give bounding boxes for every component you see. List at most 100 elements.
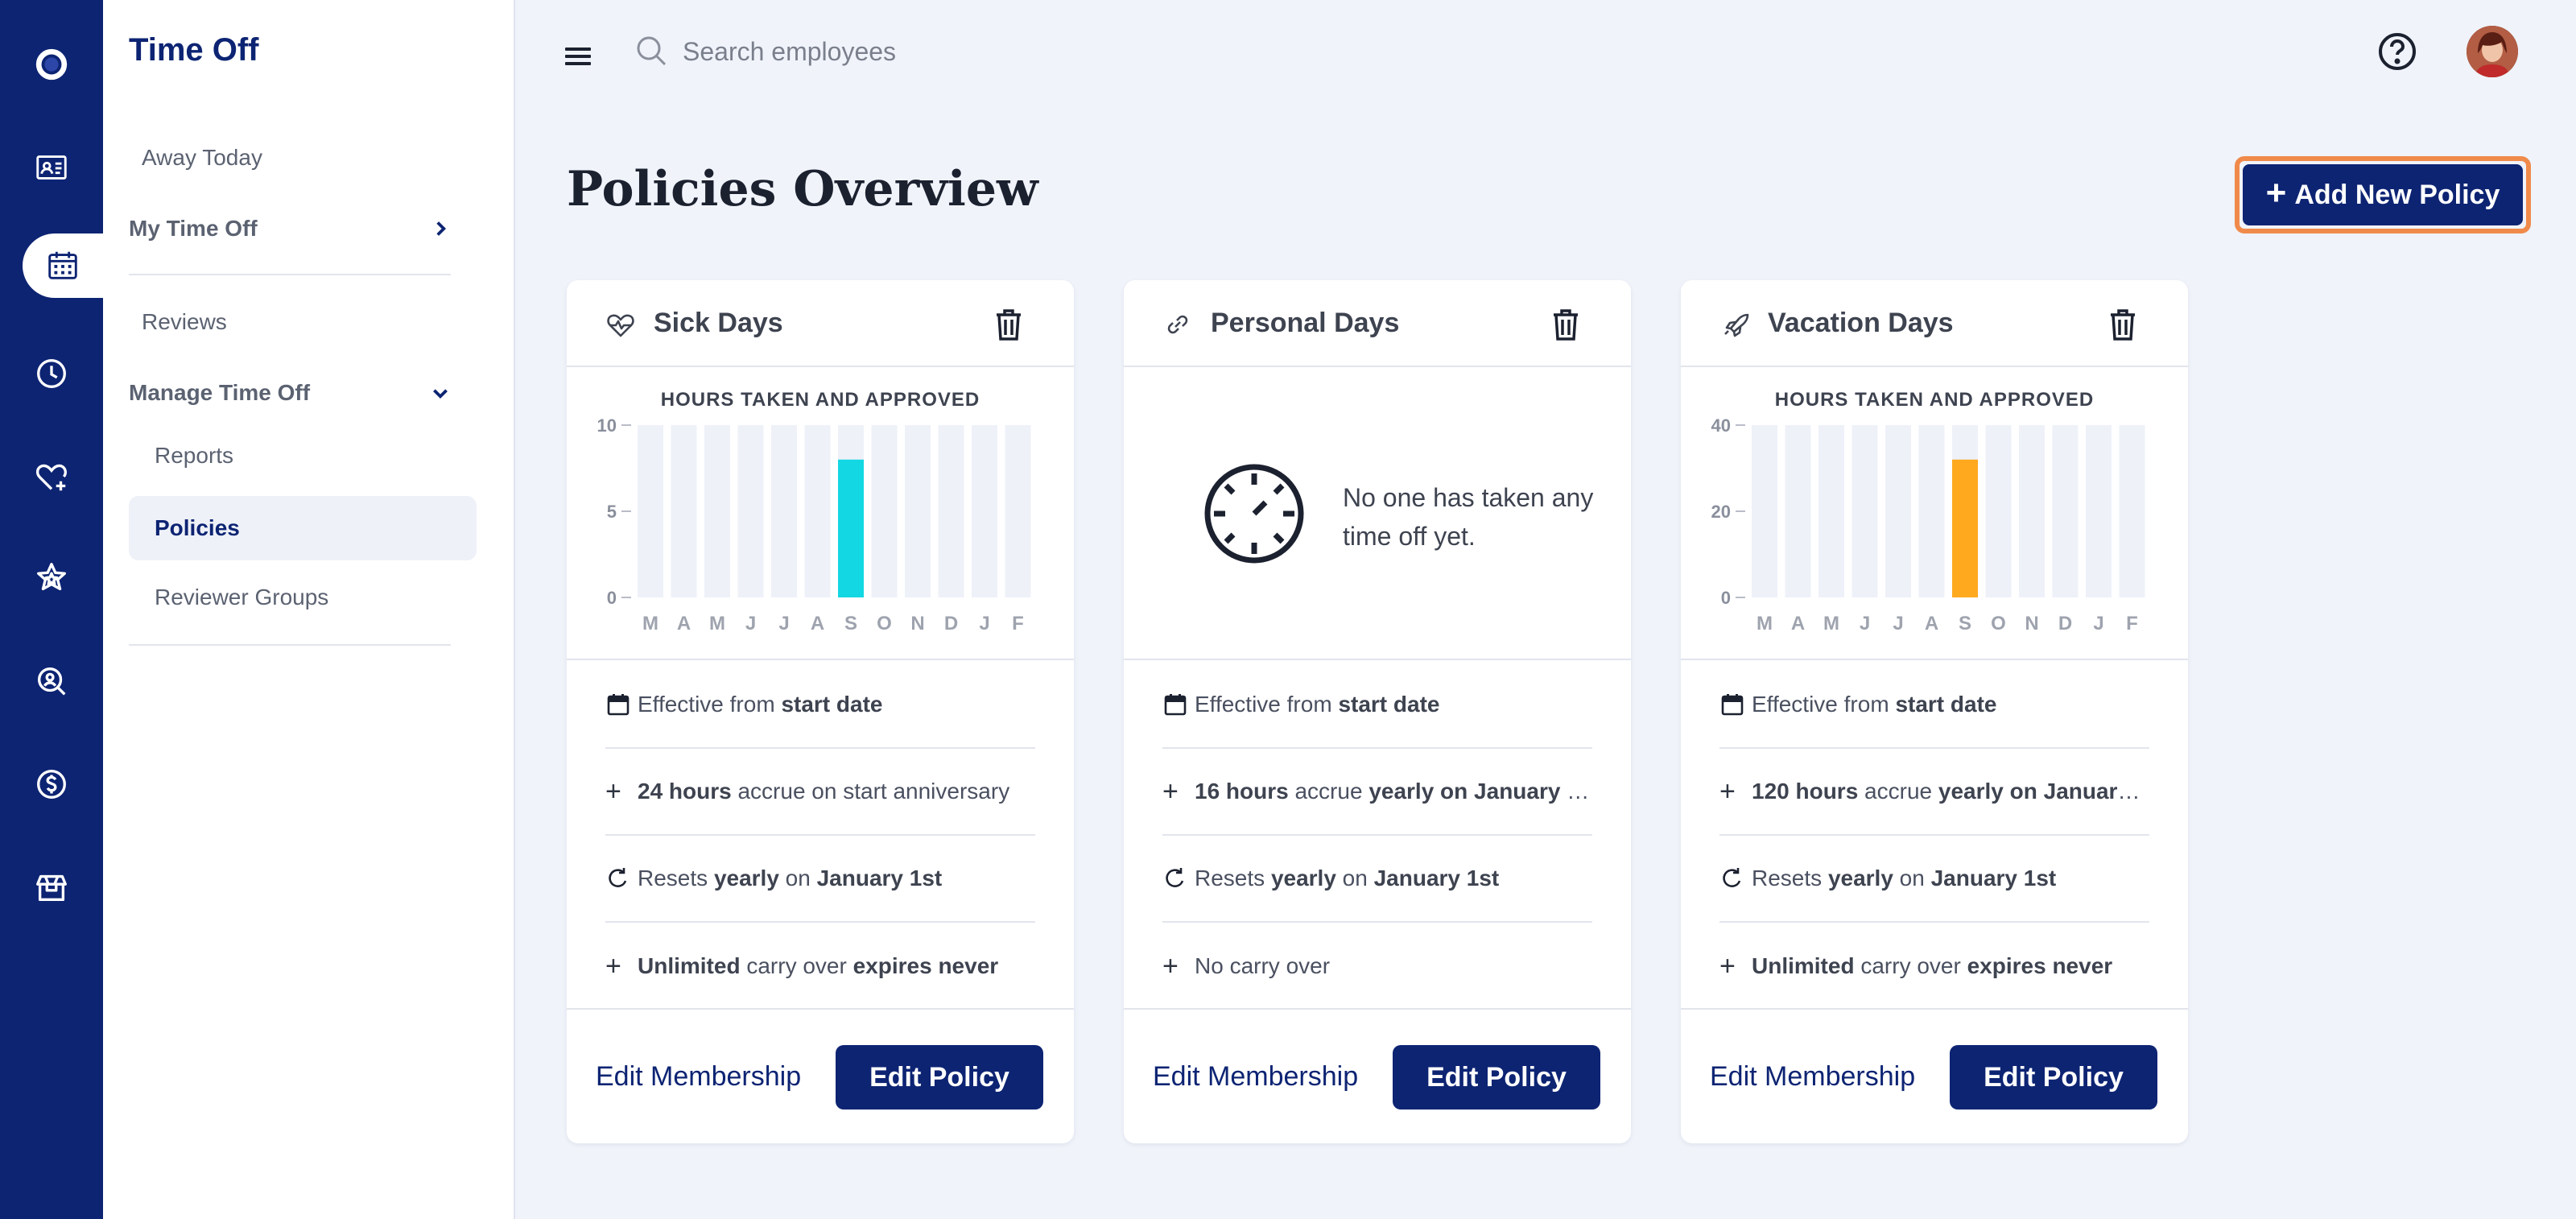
bar-track [1785, 425, 1811, 597]
trash-icon[interactable] [1546, 304, 1586, 345]
chevron-right-icon [436, 221, 447, 236]
edit-membership-button[interactable]: Edit Membership [1710, 1061, 1916, 1092]
page-title: Policies Overview [567, 161, 1038, 217]
edit-policy-button[interactable]: Edit Policy [836, 1045, 1043, 1109]
nav-reviews[interactable]: Reviews [142, 309, 227, 334]
x-tick-label: N [2025, 613, 2038, 634]
x-tick-label: M [642, 613, 658, 634]
gift-icon[interactable] [0, 849, 103, 926]
bar-track [938, 425, 964, 597]
chart-title: HOURS TAKEN AND APPROVED [1775, 389, 2094, 411]
x-tick-label: J [979, 613, 989, 634]
chart-title: HOURS TAKEN AND APPROVED [661, 389, 980, 411]
heart-pulse-icon [607, 314, 634, 337]
accrue-row: + 120 hours accrue yearly on January 1st [1719, 749, 2149, 836]
help-icon[interactable] [2376, 31, 2418, 72]
reset-icon [609, 868, 627, 887]
bar-track [1852, 425, 1878, 597]
bar-track [905, 425, 931, 597]
heart-plus-icon[interactable] [0, 438, 103, 515]
accrue-row: + 16 hours accrue yearly on January 1st [1162, 749, 1592, 836]
bar-track [1818, 425, 1844, 597]
bar-track [704, 425, 730, 597]
card-header: Vacation Days [1681, 280, 2188, 367]
nav-away-today[interactable]: Away Today [142, 145, 262, 170]
x-tick-label: M [709, 613, 725, 634]
policy-card-personal-days: Personal Days No one has taken any time … [1124, 280, 1631, 1143]
trash-icon[interactable] [2103, 304, 2143, 345]
nav-manage-time-off[interactable]: Manage Time Off [129, 380, 451, 406]
edit-policy-button[interactable]: Edit Policy [1950, 1045, 2157, 1109]
calendar-icon[interactable] [23, 233, 103, 298]
edit-membership-button[interactable]: Edit Membership [1153, 1061, 1359, 1092]
bar-track [771, 425, 797, 597]
reset-icon [1723, 868, 1741, 887]
hours-chart: HOURS TAKEN AND APPROVED 10 5 0 M A M J J A S O N D J F [567, 369, 1074, 660]
bar-track [1918, 425, 1945, 597]
x-tick-label: D [2058, 613, 2072, 634]
hours-chart: HOURS TAKEN AND APPROVED 40 20 0 M A M J J A S O N D J… [1681, 369, 2188, 660]
edit-policy-button[interactable]: Edit Policy [1393, 1045, 1600, 1109]
nav-reviewer-groups[interactable]: Reviewer Groups [155, 585, 329, 610]
clock-icon[interactable] [0, 335, 103, 412]
add-new-policy-button[interactable]: + Add New Policy [2243, 164, 2523, 225]
bar-track [2052, 425, 2079, 597]
x-tick-label: A [677, 613, 691, 634]
carry-over-row: + No carry over [1162, 950, 1331, 981]
bar-track [1985, 425, 2012, 597]
bar-track [2019, 425, 2045, 597]
calendar-icon [1164, 694, 1187, 716]
bar-track [804, 425, 831, 597]
star-icon[interactable] [0, 539, 103, 617]
id-card-icon[interactable] [0, 129, 103, 206]
x-tick-label: O [1991, 613, 2006, 634]
edit-membership-button[interactable]: Edit Membership [596, 1061, 802, 1092]
hamburger-menu-icon[interactable] [560, 39, 596, 74]
effective-row: Effective from start date [1162, 662, 1592, 749]
add-policy-focus-ring [2235, 156, 2531, 233]
trash-icon[interactable] [989, 304, 1029, 345]
x-tick-label: J [2093, 613, 2103, 634]
nav-policies[interactable]: Policies [129, 496, 477, 560]
bar-track [871, 425, 898, 597]
nav-reports[interactable]: Reports [155, 443, 234, 468]
y-tick-label: 10 [597, 415, 617, 436]
dollar-icon[interactable] [0, 746, 103, 823]
x-tick-label: F [2126, 613, 2138, 634]
nav-manage-time-off-label: Manage Time Off [129, 380, 311, 405]
icon-rail [0, 0, 103, 1219]
plus-icon: + [605, 950, 621, 981]
x-tick-label: J [1893, 613, 1903, 634]
logo-icon[interactable] [0, 26, 103, 103]
policy-card-sick-days: Sick Days HOURS TAKEN AND APPROVED 10 5 0 M A… [567, 280, 1074, 1143]
effective-row: Effective from start date [605, 662, 1035, 749]
bar-track [972, 425, 997, 597]
search-user-icon[interactable] [0, 643, 103, 720]
link-icon [1167, 315, 1188, 334]
x-tick-label: D [944, 613, 958, 634]
x-tick-label: A [811, 613, 824, 634]
calendar-icon [1721, 694, 1744, 716]
card-title: Sick Days [654, 308, 783, 338]
chevron-down-icon [433, 389, 448, 399]
search-input[interactable] [683, 31, 1166, 72]
card-footer: Edit Membership Edit Policy [1124, 1008, 1631, 1143]
bar-track [737, 425, 764, 597]
rocket-icon [1724, 313, 1749, 337]
nav-divider [129, 644, 451, 646]
resets-row: Resets yearly on January 1st [1162, 836, 1592, 923]
search-icon [637, 36, 667, 66]
bar-track [1885, 425, 1911, 597]
bar-track [1752, 425, 1777, 597]
empty-state-text: No one has taken any time off yet. [1343, 483, 1594, 551]
y-tick-label: 5 [607, 502, 617, 522]
y-tick-label: 40 [1711, 415, 1731, 436]
y-tick-label: 20 [1711, 502, 1731, 522]
carry-over-row: + Unlimited carry over expires never [1719, 950, 2113, 981]
x-tick-label: F [1012, 613, 1024, 634]
plus-icon: + [2265, 173, 2287, 213]
avatar[interactable] [2467, 26, 2518, 77]
bar-track [1005, 425, 1031, 597]
nav-my-time-off[interactable]: My Time Off [129, 216, 451, 242]
